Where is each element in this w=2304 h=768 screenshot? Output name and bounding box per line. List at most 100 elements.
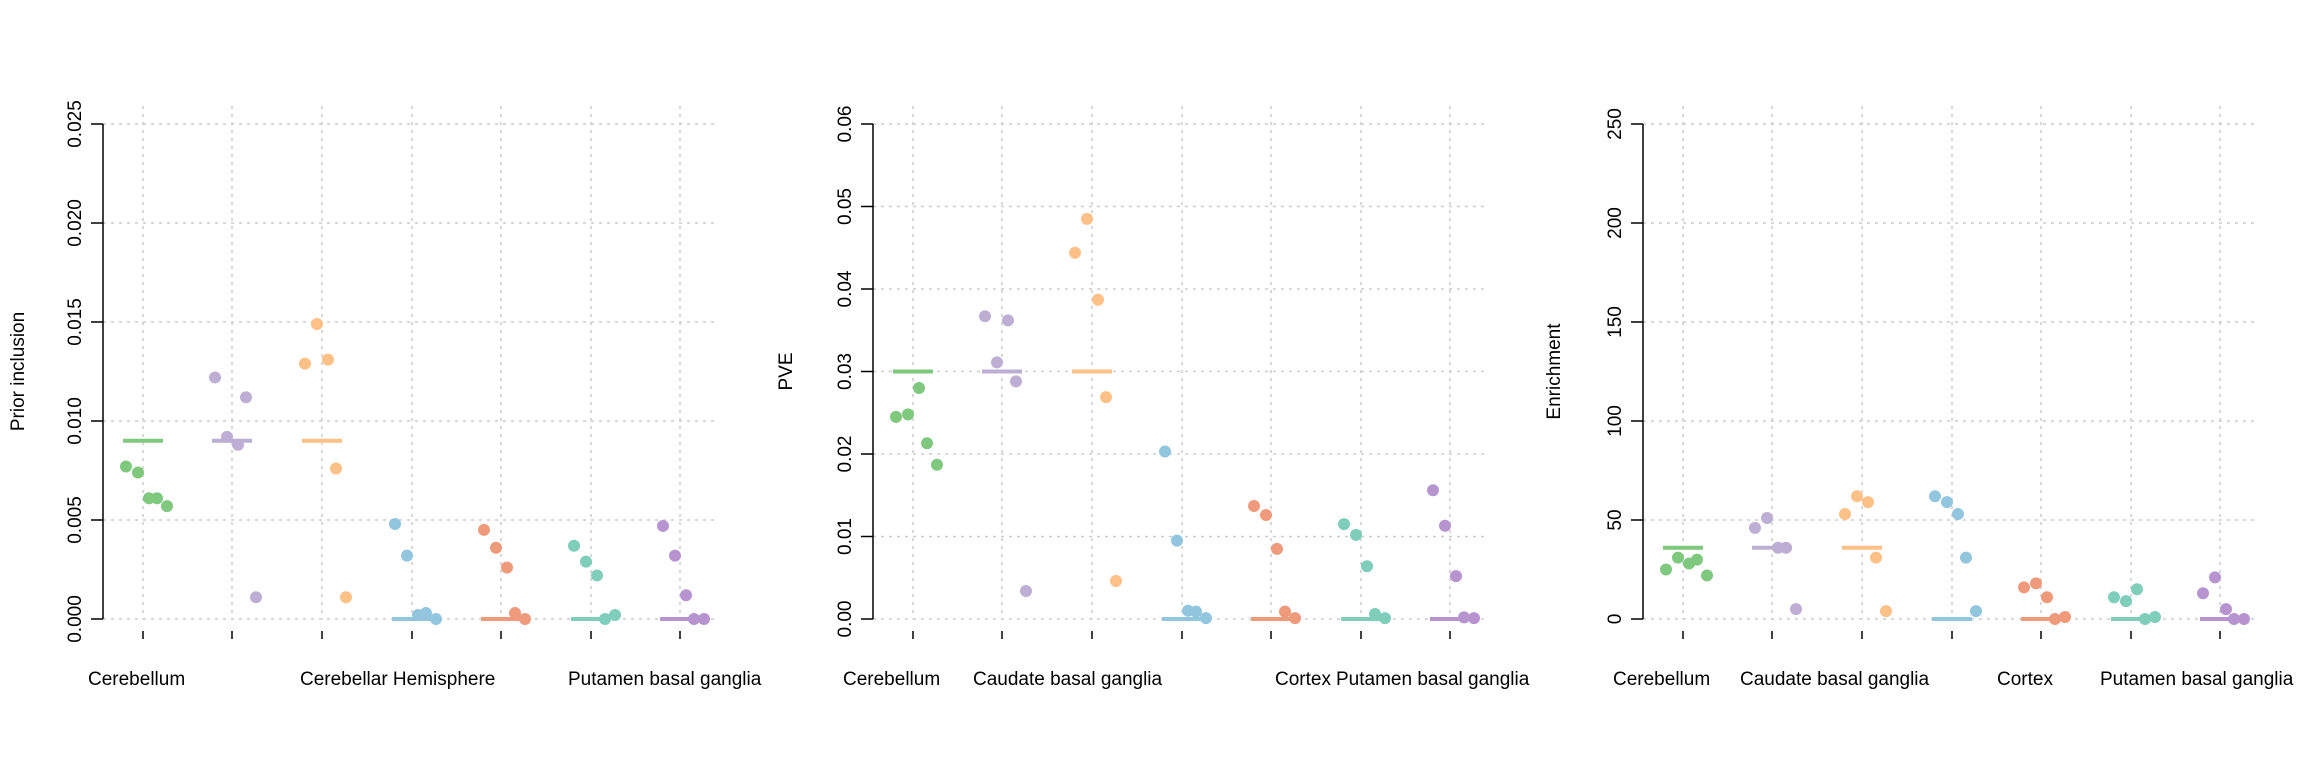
data-point [1427,484,1439,497]
data-point [1929,490,1941,503]
data-point [1200,612,1212,625]
category-label: Cerebellum [1613,669,1710,690]
data-point [1851,490,1863,503]
data-point [478,523,490,536]
pve-panel: 0.00 0.01 0.02 0.03 0.04 0.05 0.06 PVE Cerebellu… [776,106,1530,690]
data-point [931,458,943,471]
data-point [209,371,221,384]
data-point [250,591,262,604]
data-point [1110,575,1122,588]
data-point [1338,518,1350,531]
category-label: Cortex [1275,669,1331,690]
data-point [2228,613,2240,625]
data-point [991,356,1003,369]
y-axis-label: Prior inclusion [8,312,29,431]
data-point [430,613,442,625]
data-point [1780,541,1792,554]
y-tick-label: 0.00 [835,601,856,638]
data-point [2049,613,2061,625]
data-point [1870,551,1882,564]
data-point [2041,591,2053,604]
y-tick-label: 0.000 [65,595,86,643]
data-point [340,591,352,604]
y-tick-label: 0.02 [835,436,856,473]
data-point [669,549,681,562]
data-point [490,541,502,554]
data-point [568,539,580,552]
data-point [902,408,914,421]
data-point [1279,605,1291,618]
data-point [401,549,413,562]
data-point [299,357,311,370]
category-label: Cortex [1997,669,2053,690]
data-point [1468,612,1480,625]
data-point [1960,551,1972,564]
data-point [2209,571,2221,584]
y-tick-label: 100 [1605,405,1626,437]
data-point [591,569,603,582]
data-point [1749,521,1761,534]
data-point [1880,605,1892,618]
data-point [698,613,710,625]
category-label: Putamen basal ganglia [2100,669,2294,690]
data-point [311,317,323,330]
category-label: Cerebellum [88,669,185,690]
data-point [240,391,252,404]
data-point [1761,512,1773,525]
y-tick-label: 0.020 [65,199,86,247]
data-point [1862,496,1874,509]
data-point [2197,587,2209,600]
category-label: Caudate basal ganglia [973,669,1163,690]
y-tick-label: 200 [1605,207,1626,239]
y-tick-label: 0.04 [835,270,856,307]
data-point [2108,591,2120,604]
data-point [1260,509,1272,522]
data-point [232,438,244,451]
data-point [1171,534,1183,547]
data-point [1271,542,1283,555]
y-tick-label: 250 [1605,108,1626,140]
data-point [1941,496,1953,509]
data-point [2018,581,2030,594]
data-point [1020,584,1032,597]
data-point [979,310,991,323]
data-point [680,589,692,602]
data-point [221,430,233,443]
data-point [1350,528,1362,541]
data-point [890,410,902,423]
data-point [921,437,933,450]
y-axis-label: PVE [776,352,797,390]
data-point [2131,583,2143,596]
data-point [1379,612,1391,625]
data-point [132,466,144,479]
y-tick-label: 0.06 [835,106,856,143]
y-tick-label: 0.005 [65,496,86,544]
data-point [580,555,592,568]
enrichment-panel: 0 50 100 150 200 250 Enrichment Cerebellum Cauda… [1544,106,2294,690]
data-point [599,613,611,625]
data-point [2059,611,2071,624]
data-point [1081,212,1093,225]
y-tick-label: 0.01 [835,518,856,555]
data-point [2238,613,2250,625]
data-point [2220,603,2232,616]
data-point [1069,246,1081,259]
data-point [1458,611,1470,624]
data-point [1672,551,1684,564]
y-tick-label: 0.05 [835,188,856,225]
data-point [1701,569,1713,582]
y-tick-label: 150 [1605,306,1626,338]
y-tick-label: 0.010 [65,397,86,445]
data-point [1450,570,1462,583]
data-point [151,492,163,505]
data-point [330,462,342,475]
data-point [1159,445,1171,458]
data-point [1361,560,1373,573]
data-point [1100,391,1112,404]
data-point [1439,519,1451,532]
category-label: Putamen basal ganglia [568,669,762,690]
data-point [913,382,925,394]
data-point [1010,375,1022,388]
data-point [519,613,531,625]
